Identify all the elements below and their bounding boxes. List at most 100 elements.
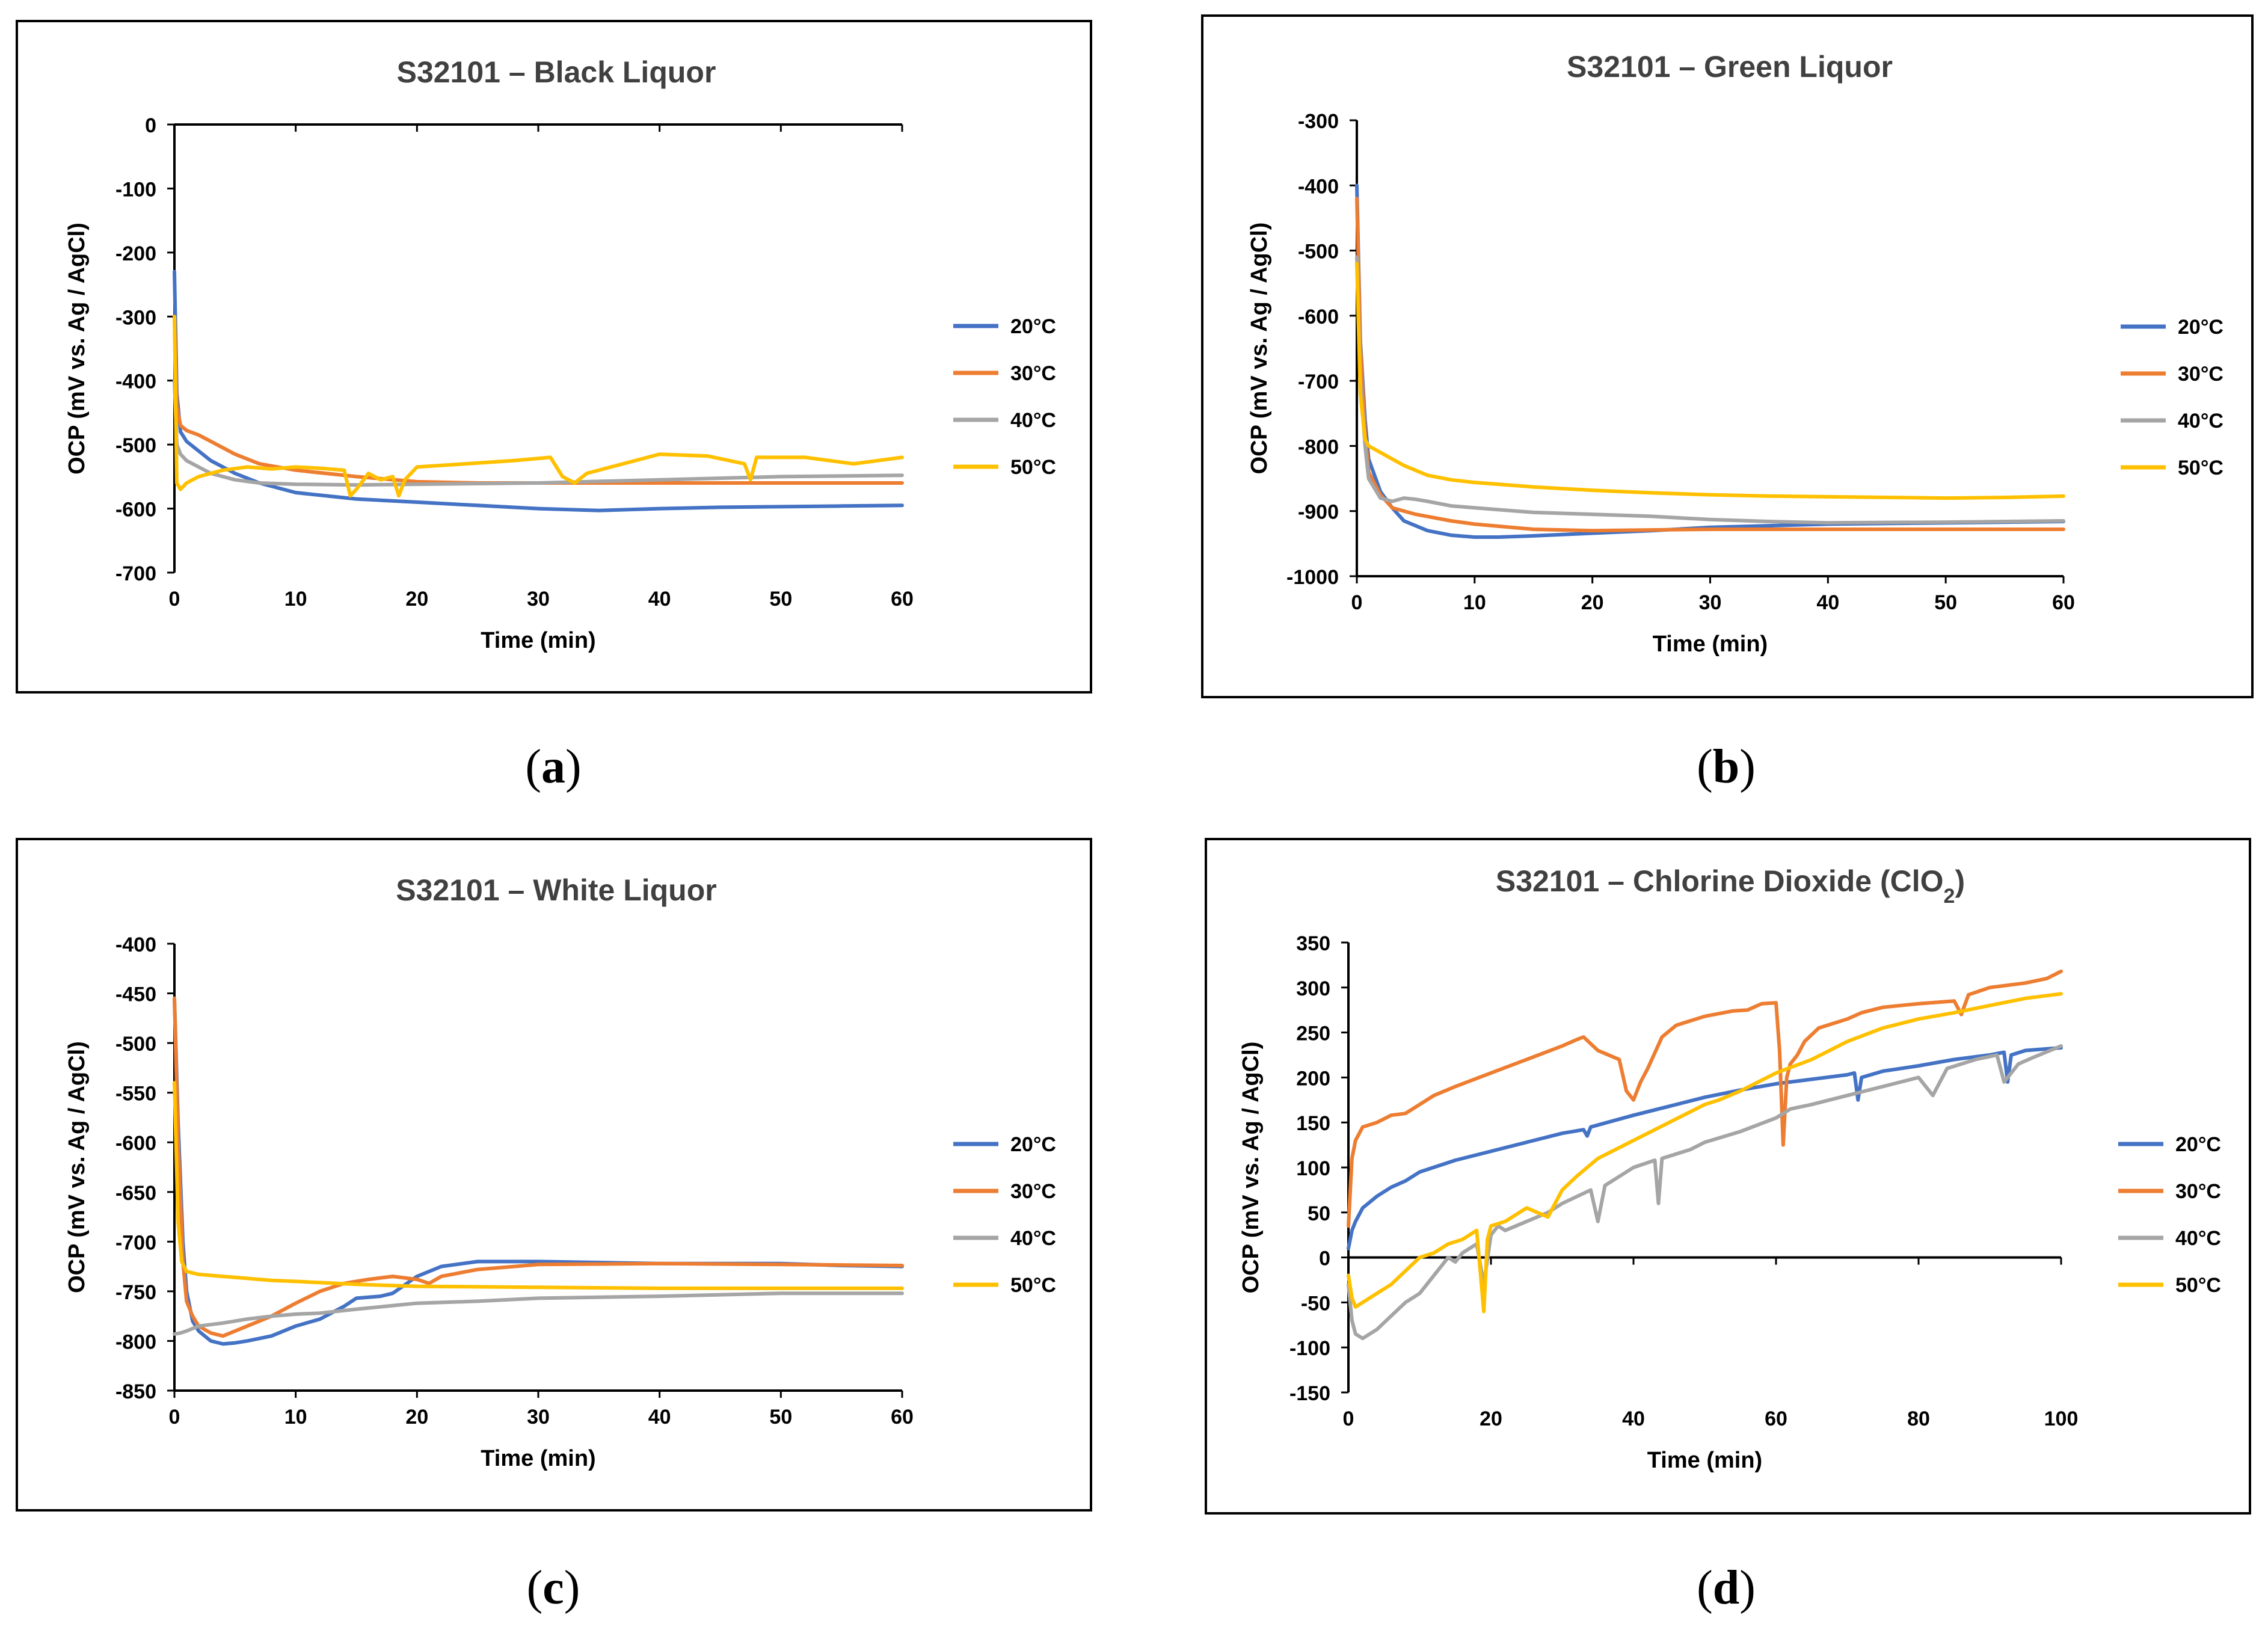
x-tick-label: 20 xyxy=(405,588,428,610)
series-line-40C xyxy=(173,1291,904,1336)
x-axis-label: Time (min) xyxy=(481,1446,595,1471)
x-tick-label: 0 xyxy=(1343,1407,1354,1430)
y-tick-label: -400 xyxy=(115,371,156,393)
x-tick-label: 40 xyxy=(648,588,671,610)
y-tick-label: -500 xyxy=(115,1033,156,1056)
x-axis-label: Time (min) xyxy=(1647,1448,1762,1473)
legend-label-30C: 30°C xyxy=(2175,1180,2221,1203)
x-tick-label: 30 xyxy=(527,1406,550,1429)
legend-label-20C: 20°C xyxy=(1010,315,1056,338)
x-tick-label: 60 xyxy=(2052,591,2075,614)
y-axis-label: OCP (mV vs. Ag / AgCl) xyxy=(64,1041,90,1293)
x-axis-label: Time (min) xyxy=(1653,632,1768,657)
y-tick-label: 100 xyxy=(1296,1157,1330,1180)
x-tick-label: 80 xyxy=(1907,1407,1930,1430)
x-tick-label: 0 xyxy=(169,1406,180,1429)
x-tick-label: 10 xyxy=(1463,591,1486,614)
series-line-20C xyxy=(1355,183,2065,539)
x-tick-label: 50 xyxy=(1934,591,1957,614)
chart-title: S32101 – White Liquor xyxy=(396,873,716,907)
series-line-20C xyxy=(1347,1046,2063,1250)
legend-label-30C: 30°C xyxy=(2178,363,2223,386)
x-tick-label: 60 xyxy=(891,588,914,610)
x-tick-label: 50 xyxy=(769,1406,792,1429)
y-tick-label: -700 xyxy=(1298,371,1339,393)
y-tick-label: -100 xyxy=(1289,1337,1330,1360)
legend-label-50C: 50°C xyxy=(1010,456,1056,479)
y-tick-label: -150 xyxy=(1289,1382,1330,1405)
y-tick-label: -50 xyxy=(1301,1292,1330,1315)
chart-title: S32101 – Green Liquor xyxy=(1567,50,1893,84)
x-tick-label: 20 xyxy=(1480,1407,1502,1430)
x-tick-label: 60 xyxy=(1765,1407,1787,1430)
y-tick-label: -450 xyxy=(115,983,156,1006)
y-tick-label: -600 xyxy=(1298,306,1339,328)
y-tick-label: 200 xyxy=(1296,1067,1330,1090)
caption-d: (d) xyxy=(1697,1561,1756,1614)
legend-label-20C: 20°C xyxy=(2178,316,2223,339)
y-tick-label: -900 xyxy=(1298,501,1339,524)
caption-b: (b) xyxy=(1697,740,1756,793)
y-tick-label: -400 xyxy=(115,933,156,956)
x-tick-label: 0 xyxy=(169,588,180,610)
y-tick-label: -800 xyxy=(115,1330,156,1353)
y-tick-label: -200 xyxy=(115,242,156,265)
legend-label-30C: 30°C xyxy=(1010,1180,1056,1203)
y-axis-label: OCP (mV vs. Ag / AgCl) xyxy=(1238,1042,1264,1294)
x-tick-label: 10 xyxy=(284,588,307,610)
series-line-20C xyxy=(173,996,904,1346)
series-line-50C xyxy=(173,315,904,498)
chart-panel-b: S32101 – Green Liquor -300 -400 -500 -600 -70… xyxy=(1201,14,2254,698)
y-tick-label: -300 xyxy=(1298,110,1339,133)
chart-panel-c: S32101 – White Liquor -400 -450 -500 -550 -60… xyxy=(16,838,1092,1512)
y-axis-label: OCP (mV vs. Ag / AgCl) xyxy=(1247,223,1272,475)
series-line-40C xyxy=(1355,255,2065,525)
legend-label-20C: 20°C xyxy=(1010,1133,1056,1156)
y-tick-label: -850 xyxy=(115,1380,156,1403)
y-tick-label: -550 xyxy=(115,1083,156,1106)
series-line-20C xyxy=(173,269,904,512)
chart-title: S32101 – Black Liquor xyxy=(397,55,716,89)
y-tick-label: 300 xyxy=(1296,977,1330,1000)
legend-label-50C: 50°C xyxy=(2175,1274,2221,1297)
y-tick-label: 50 xyxy=(1308,1202,1330,1225)
y-tick-label: -400 xyxy=(1298,175,1339,198)
x-tick-label: 100 xyxy=(2044,1407,2079,1430)
y-tick-label: 0 xyxy=(145,114,156,137)
legend-label-20C: 20°C xyxy=(2175,1133,2221,1156)
y-tick-label: -700 xyxy=(115,562,156,585)
series-line-50C xyxy=(1347,992,2063,1314)
legend-label-50C: 50°C xyxy=(1010,1274,1056,1297)
x-tick-label: 60 xyxy=(891,1406,914,1429)
legend-label-40C: 40°C xyxy=(1010,1227,1056,1250)
y-tick-label: -500 xyxy=(1298,241,1339,263)
y-tick-label: -800 xyxy=(1298,435,1339,458)
chart-title: S32101 – Chlorine Dioxide (ClO2) xyxy=(1496,864,1965,908)
chart-d: S32101 – Chlorine Dioxide (ClO2) 350 300 25… xyxy=(1238,864,2221,1473)
x-tick-label: 10 xyxy=(284,1406,307,1429)
legend-label-40C: 40°C xyxy=(1010,409,1056,432)
chart-panel-a: S32101 – Black Liquor 0 -100 -200 -300 -400 -5… xyxy=(16,20,1092,694)
y-tick-label: -700 xyxy=(115,1231,156,1254)
legend-label-40C: 40°C xyxy=(2178,410,2223,432)
series-line-40C xyxy=(173,378,904,487)
series-line-50C xyxy=(173,1081,904,1290)
caption-a: (a) xyxy=(525,740,582,793)
legend-label-50C: 50°C xyxy=(2178,457,2223,479)
y-tick-label: 350 xyxy=(1296,932,1330,955)
y-tick-label: -100 xyxy=(115,178,156,201)
y-axis-label: OCP (mV vs. Ag / AgCl) xyxy=(64,223,90,475)
series-line-30C xyxy=(173,996,904,1338)
caption-c: (c) xyxy=(526,1561,580,1614)
x-tick-label: 20 xyxy=(405,1406,428,1429)
y-tick-label: -750 xyxy=(115,1281,156,1304)
x-axis-label: Time (min) xyxy=(481,628,595,653)
legend-label-30C: 30°C xyxy=(1010,362,1056,385)
chart-panel-d: S32101 – Chlorine Dioxide (ClO2) 350 300 25… xyxy=(1205,838,2251,1515)
x-tick-label: 0 xyxy=(1351,591,1363,614)
series-line-40C xyxy=(1347,1044,2063,1341)
chart-c: S32101 – White Liquor -400 -450 -500 -550 -60… xyxy=(64,873,1056,1471)
y-tick-label: -600 xyxy=(115,1132,156,1155)
x-tick-label: 50 xyxy=(769,588,792,610)
y-tick-label: 150 xyxy=(1296,1112,1330,1135)
